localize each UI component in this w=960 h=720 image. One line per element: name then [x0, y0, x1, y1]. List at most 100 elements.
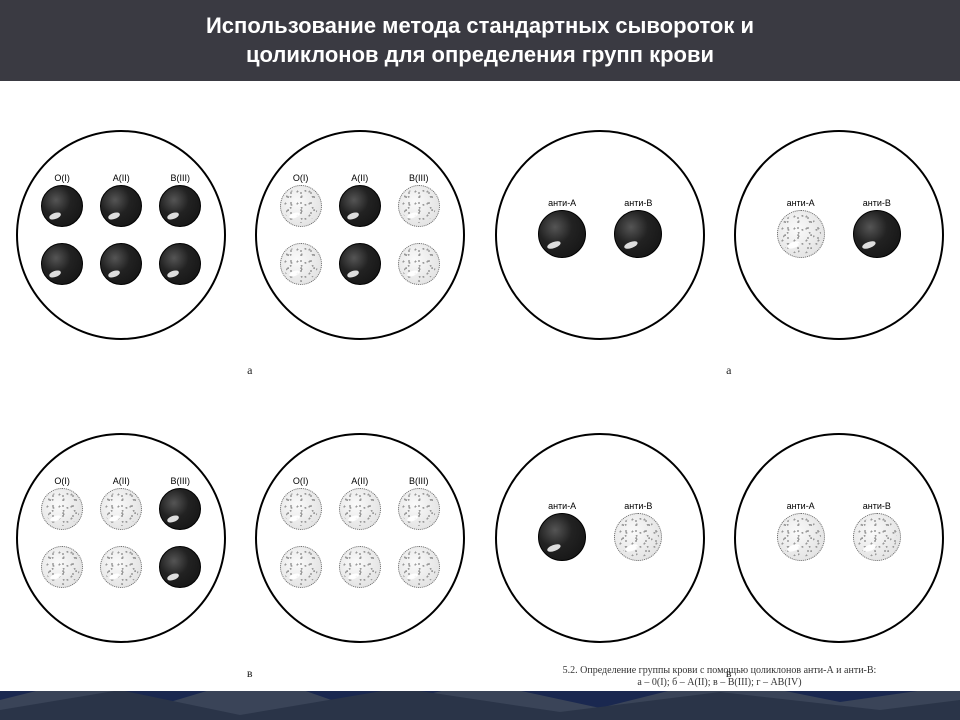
petri-dish-zol-g: анти-А анти-В [734, 433, 944, 643]
reagent-label: анти-А [787, 501, 815, 511]
serum-label: A(II) [351, 476, 368, 486]
blood-spot-light [280, 185, 322, 227]
content-area: O(I)A(II)B(III)аO(I)A(II)B(III)бO(I)A(II… [0, 81, 960, 691]
blood-spot-dark [159, 185, 201, 227]
caption-line-1: 5.2. Определение группы крови с помощью … [483, 665, 956, 677]
title-line-2: цоликлонов для определения групп крови [40, 41, 920, 70]
spot-group: анти-А [777, 198, 825, 258]
petri-dish-sera-a: O(I) A(II) B(III) [16, 130, 226, 340]
blood-spot-light [100, 546, 142, 588]
serum-label: B(III) [171, 173, 191, 183]
dish-cell-sera-a: O(I)A(II)B(III)а [4, 85, 239, 384]
blood-spot-light [777, 210, 825, 258]
serum-label: O(I) [293, 476, 309, 486]
reagent-label: анти-А [548, 198, 576, 208]
spot-group: B(III) [159, 173, 201, 227]
blood-spot-dark [339, 185, 381, 227]
spot-row: O(I) A(II) B(III) [271, 173, 448, 227]
spot-row [33, 546, 210, 588]
spot-group: A(II) [339, 173, 381, 227]
blood-spot-dark [100, 185, 142, 227]
spot-group: O(I) [41, 173, 83, 227]
spot-row: O(I) A(II) B(III) [33, 173, 210, 227]
reagent-label: анти-В [624, 501, 652, 511]
reagent-label: анти-В [624, 198, 652, 208]
dish-cell-zol-a: анти-Аанти-Ва [483, 85, 718, 384]
zoliclone-panel: анти-Аанти-Ваанти-Аанти-Вбанти-Аанти-Вва… [483, 85, 956, 687]
spot-group: анти-В [853, 198, 901, 258]
dish-cell-zol-b: анти-Аанти-Вб [722, 85, 957, 384]
spot-row: O(I) A(II) B(III) [271, 476, 448, 530]
spot-group: анти-А [538, 501, 586, 561]
blood-spot-dark [538, 513, 586, 561]
spot-group: A(II) [100, 476, 142, 530]
serum-label: O(I) [54, 173, 70, 183]
spot-row [33, 243, 210, 285]
petri-dish-zol-b: анти-А анти-В [734, 130, 944, 340]
spot-group: B(III) [398, 173, 440, 227]
spot-row: анти-А анти-В [524, 501, 676, 561]
blood-spot-light [280, 243, 322, 285]
spot-row [271, 546, 448, 588]
blood-spot-light [100, 488, 142, 530]
blood-spot-light [398, 546, 440, 588]
blood-spot-light [41, 546, 83, 588]
standard-sera-panel: O(I)A(II)B(III)аO(I)A(II)B(III)бO(I)A(II… [4, 85, 477, 687]
blood-spot-light [339, 546, 381, 588]
spot-row [271, 243, 448, 285]
spot-group [159, 546, 201, 588]
spot-group [339, 546, 381, 588]
blood-spot-dark [339, 243, 381, 285]
spot-group: A(II) [339, 476, 381, 530]
spot-group [100, 243, 142, 285]
serum-label: A(II) [113, 476, 130, 486]
blood-spot-dark [41, 243, 83, 285]
petri-dish-sera-b: O(I) A(II) B(III) [255, 130, 465, 340]
spot-group: анти-А [777, 501, 825, 561]
blood-spot-dark [614, 210, 662, 258]
blood-spot-dark [159, 243, 201, 285]
caption-line-2: а – 0(I); б – A(II); в – B(III); г – AB(… [483, 677, 956, 689]
dish-cell-sera-b: O(I)A(II)B(III)б [243, 85, 478, 384]
title-line-1: Использование метода стандартных сыворот… [40, 12, 920, 41]
blood-spot-dark [41, 185, 83, 227]
spot-group [280, 546, 322, 588]
dish-cell-sera-v: O(I)A(II)B(III)в [4, 388, 239, 687]
blood-spot-dark [538, 210, 586, 258]
spot-group [339, 243, 381, 285]
serum-label: O(I) [293, 173, 309, 183]
spot-row: анти-А анти-В [524, 198, 676, 258]
spot-group: B(III) [159, 476, 201, 530]
spot-group: анти-В [614, 501, 662, 561]
spot-group: B(III) [398, 476, 440, 530]
blood-spot-light [398, 488, 440, 530]
serum-label: A(II) [351, 173, 368, 183]
spot-row: анти-А анти-В [763, 501, 915, 561]
serum-label: O(I) [54, 476, 70, 486]
reagent-label: анти-А [548, 501, 576, 511]
serum-label: A(II) [113, 173, 130, 183]
right-caption: 5.2. Определение группы крови с помощью … [483, 665, 956, 689]
blood-spot-light [614, 513, 662, 561]
blood-spot-light [280, 488, 322, 530]
spot-group [398, 546, 440, 588]
spot-row: анти-А анти-В [763, 198, 915, 258]
reagent-label: анти-А [787, 198, 815, 208]
spot-group: анти-А [538, 198, 586, 258]
serum-label: B(III) [171, 476, 191, 486]
blood-spot-light [398, 185, 440, 227]
petri-dish-sera-v: O(I) A(II) B(III) [16, 433, 226, 643]
reagent-label: анти-В [863, 198, 891, 208]
spot-row: O(I) A(II) B(III) [33, 476, 210, 530]
slide-header: Использование метода стандартных сыворот… [0, 0, 960, 81]
spot-group: O(I) [280, 173, 322, 227]
blood-spot-light [398, 243, 440, 285]
petri-dish-zol-a: анти-А анти-В [495, 130, 705, 340]
spot-group: анти-В [853, 501, 901, 561]
spot-group [280, 243, 322, 285]
spot-group [41, 546, 83, 588]
petri-dish-zol-v: анти-А анти-В [495, 433, 705, 643]
blood-spot-light [339, 488, 381, 530]
blood-spot-dark [853, 210, 901, 258]
blood-spot-dark [100, 243, 142, 285]
